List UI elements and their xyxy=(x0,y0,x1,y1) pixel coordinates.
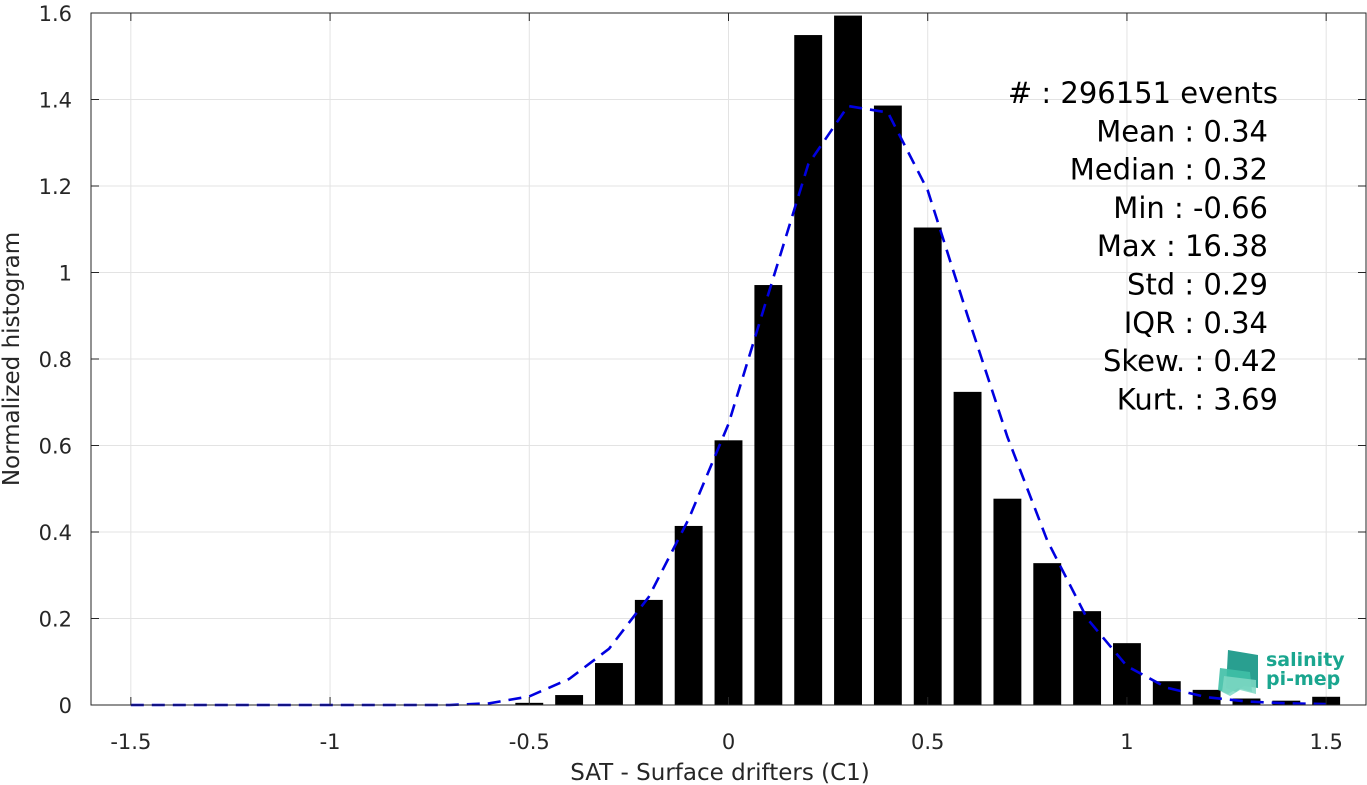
histogram-bar xyxy=(1232,698,1261,705)
histogram-bar xyxy=(1152,681,1181,705)
histogram-bar xyxy=(913,227,942,705)
stat-line: Std : 0.29 xyxy=(1127,268,1268,302)
histogram-bar xyxy=(1033,563,1062,705)
y-tick-label: 0.6 xyxy=(39,435,72,459)
stat-line: Skew. : 0.42 xyxy=(1103,344,1278,378)
statistics-annotation: # : 296151 events Mean : 0.34 Median : 0.3… xyxy=(1008,76,1278,416)
y-axis-ticks: 0 0.2 0.4 0.6 0.8 1 1.2 1.4 1.6 xyxy=(39,2,1366,718)
x-tick-label: -1 xyxy=(320,730,341,754)
histogram-bar xyxy=(1272,700,1301,705)
y-tick-label: 0 xyxy=(59,694,72,718)
x-axis-title: SAT - Surface drifters (C1) xyxy=(570,760,870,785)
stat-line: Kurt. : 3.69 xyxy=(1117,382,1278,416)
histogram-bar xyxy=(834,15,862,706)
histogram-bar xyxy=(1192,689,1221,705)
histogram-bar xyxy=(873,105,902,706)
histogram-bar xyxy=(953,391,982,705)
y-tick-label: 1.2 xyxy=(39,175,72,199)
y-axis-title: Normalized histogram xyxy=(0,232,25,486)
stat-line: Min : -0.66 xyxy=(1113,191,1268,225)
logo-text-pi-mep: pi-mep xyxy=(1266,668,1340,690)
histogram-bar xyxy=(993,498,1022,705)
stat-line: # : 296151 events xyxy=(1008,76,1278,110)
histogram-bar xyxy=(674,525,703,705)
histogram-bar xyxy=(714,440,743,705)
histogram-bar xyxy=(754,285,783,705)
y-tick-label: 0.4 xyxy=(39,521,72,545)
x-tick-label: -0.5 xyxy=(509,730,550,754)
stat-line: Max : 16.38 xyxy=(1097,229,1268,263)
stat-line: Mean : 0.34 xyxy=(1096,114,1268,148)
histogram-bar xyxy=(634,599,663,705)
logo-wave-icon xyxy=(1218,650,1258,696)
y-tick-label: 1 xyxy=(59,262,72,286)
logo-text-salinity: salinity xyxy=(1266,649,1345,671)
x-tick-label: 1 xyxy=(1120,730,1133,754)
histogram-bar xyxy=(794,35,823,706)
x-axis-ticks: -1.5 -1 -0.5 0 0.5 1 1.5 xyxy=(110,13,1343,754)
y-tick-label: 0.2 xyxy=(39,608,72,632)
x-tick-label: 0.5 xyxy=(911,730,944,754)
salinity-pi-mep-logo: salinity pi-mep xyxy=(1218,649,1345,696)
y-tick-label: 0.8 xyxy=(39,348,72,372)
histogram-bars xyxy=(515,15,1341,706)
histogram-bar xyxy=(595,663,623,705)
y-tick-label: 1.4 xyxy=(39,89,72,113)
stat-line: IQR : 0.34 xyxy=(1124,306,1268,340)
histogram-bar xyxy=(1073,611,1102,705)
histogram-bar xyxy=(1112,643,1141,705)
y-tick-label: 1.6 xyxy=(39,2,72,26)
stat-line: Median : 0.32 xyxy=(1070,153,1268,187)
x-tick-label: 1.5 xyxy=(1309,730,1342,754)
x-tick-label: -1.5 xyxy=(110,730,151,754)
histogram-bar xyxy=(555,695,584,705)
x-tick-label: 0 xyxy=(722,730,735,754)
